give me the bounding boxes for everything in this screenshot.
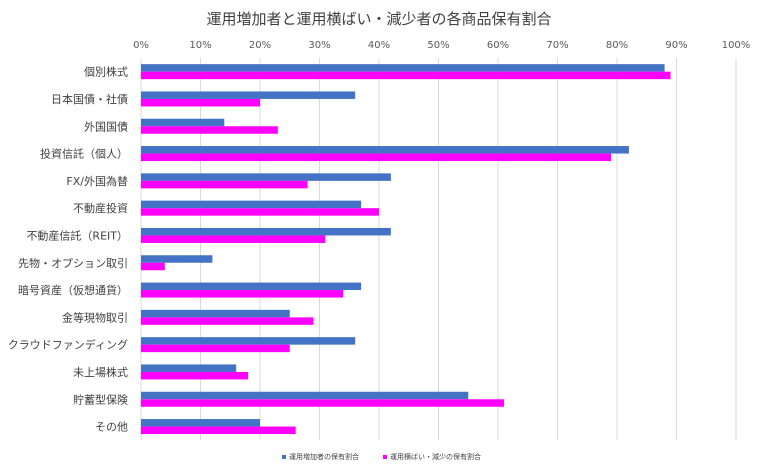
category-label: 個別株式 — [84, 65, 128, 79]
category-label: その他 — [95, 421, 128, 434]
bar-increase — [141, 91, 356, 99]
bar-increase — [141, 255, 213, 263]
bar-flat-decrease — [141, 98, 260, 107]
category-label: 不動産信託（REIT） — [26, 228, 128, 242]
bar-flat-decrease — [141, 317, 314, 325]
bar-increase — [141, 309, 290, 318]
bar-increase — [141, 64, 665, 72]
bar-increase — [141, 200, 362, 209]
legend: 運用増加者の保有割合 運用横ばい・減少の保有割合 — [282, 452, 481, 461]
category-label: 金等現物取引 — [62, 310, 128, 324]
bar-flat-decrease — [141, 371, 249, 380]
gridlines — [140, 58, 737, 441]
bar-increase — [141, 173, 391, 181]
x-tick-label: 70% — [546, 40, 568, 51]
bar-flat-decrease — [141, 235, 326, 243]
bar-flat-decrease — [141, 180, 308, 189]
x-tick-label: 90% — [665, 40, 687, 51]
bar-increase — [141, 227, 391, 236]
legend-label: 運用横ばい・減少の保有割合 — [390, 452, 481, 461]
category-label: 暗号資産（仮想通貨） — [18, 283, 128, 297]
bar-flat-decrease — [141, 126, 278, 134]
x-axis-tick-labels: 0% 10% 20% 30% 40% 50% 60% 70% 80% 90% 100% — [133, 40, 750, 51]
x-tick-label: 30% — [308, 40, 330, 51]
legend-label: 運用増加者の保有割合 — [289, 452, 359, 461]
bar-flat-decrease — [141, 71, 671, 80]
x-tick-label: 40% — [368, 40, 390, 51]
bar-increase — [141, 419, 260, 427]
category-label: 投資信託（個人） — [40, 147, 128, 161]
x-tick-label: 60% — [487, 40, 509, 51]
bar-flat-decrease — [141, 153, 612, 162]
bar-flat-decrease — [141, 344, 290, 353]
bar-flat-decrease — [141, 399, 504, 407]
x-tick-label: 20% — [249, 40, 271, 51]
category-label: 未上場株式 — [73, 365, 128, 379]
category-label: 貯蓄型保険 — [73, 392, 128, 406]
x-tick-label: 50% — [427, 40, 449, 51]
category-label: 日本国債・社債 — [51, 92, 128, 106]
bar-increase — [141, 146, 629, 154]
x-tick-label: 0% — [133, 40, 149, 51]
bar-increase — [141, 337, 356, 345]
category-label: 先物・オプション取引 — [18, 256, 128, 270]
bars — [141, 64, 671, 435]
category-label: FX/外国為替 — [66, 174, 128, 188]
x-tick-label: 100% — [722, 40, 751, 51]
legend-swatch — [383, 455, 387, 459]
category-label: 不動産投資 — [73, 201, 128, 215]
bar-flat-decrease — [141, 290, 344, 298]
category-label: クラウドファンディング — [8, 338, 128, 352]
bar-increase — [141, 391, 469, 400]
bar-flat-decrease — [141, 426, 296, 435]
category-label: 外国国債 — [84, 119, 128, 133]
bar-increase — [141, 282, 362, 291]
x-tick-label: 80% — [606, 40, 628, 51]
bar-increase — [141, 118, 225, 127]
bar-flat-decrease — [141, 208, 379, 216]
bar-flat-decrease — [141, 262, 165, 271]
bar-increase — [141, 364, 237, 372]
legend-swatch — [282, 455, 286, 459]
chart-title: 運用増加者と運用横ばい・減少者の各商品保有割合 — [206, 10, 551, 28]
x-tick-label: 10% — [189, 40, 211, 51]
